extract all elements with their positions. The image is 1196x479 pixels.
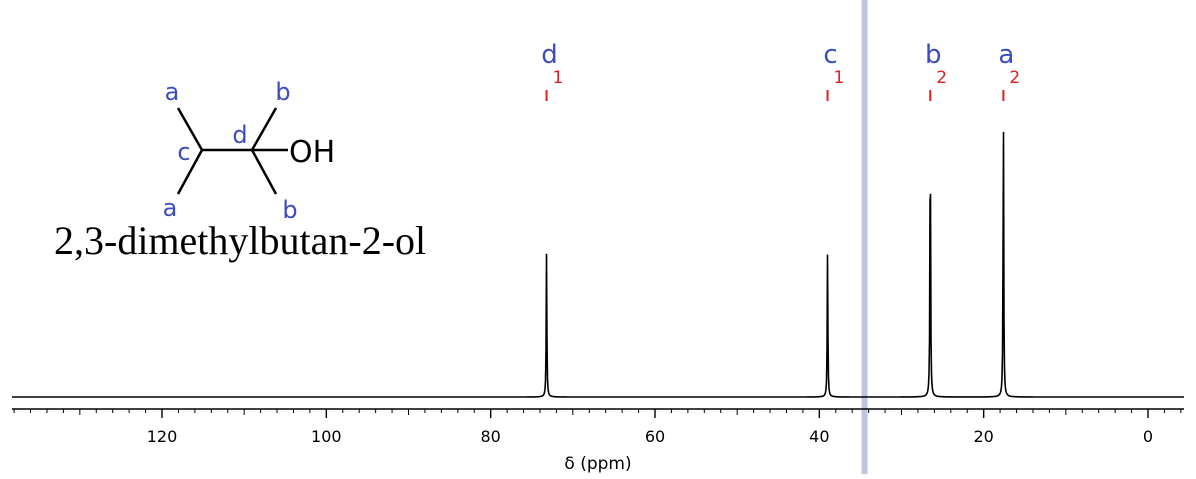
x-axis-tick-labels: 120 100 80 60 40 20 0	[147, 427, 1153, 446]
x-tick-label: 120	[147, 427, 178, 446]
hydroxyl-group-label: OH	[289, 135, 335, 170]
bond-a2-c	[176, 149, 204, 195]
atom-label-b-top: b	[275, 78, 290, 106]
peak-label-b: b	[925, 40, 942, 70]
atom-label-a-bottom: a	[163, 194, 178, 222]
peak-label-d: d	[541, 40, 558, 70]
peak-integral-a: 2	[1009, 68, 1020, 88]
x-axis-label: δ (ppm)	[564, 454, 631, 474]
ppm-cursor-line[interactable]	[861, 0, 868, 474]
compound-name: 2,3-dimethylbutan-2-ol	[54, 218, 426, 263]
bond-d-b2	[250, 149, 278, 195]
x-tick-label: 100	[311, 427, 342, 446]
molecule-structure: a a c d b b OH	[163, 78, 336, 224]
atom-label-c: c	[177, 138, 190, 166]
x-tick-label: 80	[480, 427, 500, 446]
x-tick-label: 40	[809, 427, 829, 446]
x-axis-ticks	[13, 409, 1182, 418]
peak-integral-b: 2	[936, 68, 947, 88]
x-tick-label: 60	[645, 427, 665, 446]
peak-integral-c: 1	[834, 68, 845, 88]
peak-integral-d: 1	[553, 68, 564, 88]
atom-label-a-top: a	[165, 78, 180, 106]
x-tick-label: 20	[973, 427, 993, 446]
spectrum-trace	[12, 131, 1184, 398]
bond-a1-c	[176, 107, 204, 151]
atom-label-d: d	[232, 121, 247, 149]
x-tick-label: 0	[1143, 427, 1153, 446]
peak-label-c: c	[823, 40, 837, 70]
atom-label-b-bottom: b	[282, 196, 297, 224]
bond-d-b1	[250, 107, 278, 151]
peak-label-a: a	[998, 40, 1014, 70]
